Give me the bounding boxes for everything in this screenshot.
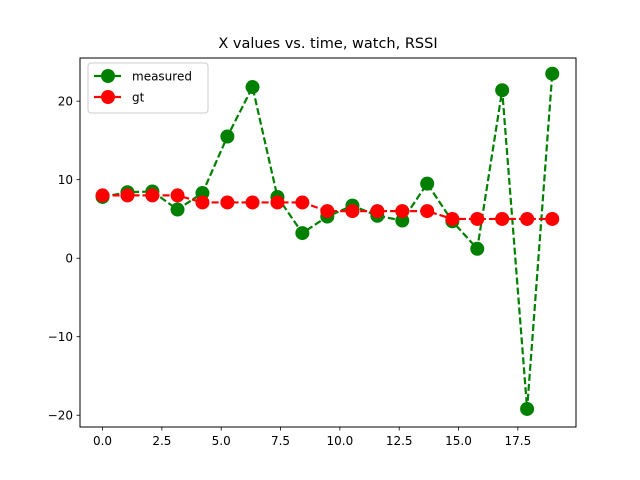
data-point-gt bbox=[545, 211, 560, 226]
y-tick-label: 0 bbox=[65, 252, 73, 266]
data-point-measured bbox=[545, 66, 560, 81]
y-tick-label: −10 bbox=[48, 330, 73, 344]
data-point-gt bbox=[420, 204, 435, 219]
data-point-measured bbox=[520, 401, 535, 416]
series-layer bbox=[95, 66, 560, 416]
data-point-measured bbox=[220, 129, 235, 144]
x-tick-label: 2.5 bbox=[152, 434, 171, 448]
data-point-gt bbox=[195, 195, 210, 210]
legend-marker-measured bbox=[101, 69, 115, 83]
data-point-gt bbox=[495, 211, 510, 226]
data-point-gt bbox=[245, 195, 260, 210]
legend-label-gt: gt bbox=[132, 91, 145, 105]
chart-title: X values vs. time, watch, RSSI bbox=[218, 36, 437, 52]
x-tick-label: 15.0 bbox=[445, 434, 472, 448]
legend: measured gt bbox=[87, 62, 209, 114]
data-point-gt bbox=[145, 188, 160, 203]
data-point-gt bbox=[220, 195, 235, 210]
y-tick-label: 10 bbox=[58, 173, 73, 187]
x-tick-label: 0.0 bbox=[93, 434, 112, 448]
data-point-gt bbox=[470, 211, 485, 226]
axis-ticks: 0.0 2.5 5.0 7.5 10.0 12.5 15.0 17.5 −20 −10 0 10 20 bbox=[48, 95, 532, 448]
plot-frame bbox=[79, 57, 577, 428]
y-tick-label: −20 bbox=[48, 409, 73, 423]
x-tick-label: 17.5 bbox=[504, 434, 531, 448]
y-tick-label: 20 bbox=[58, 95, 73, 109]
data-point-measured bbox=[245, 80, 260, 95]
data-point-gt bbox=[445, 211, 460, 226]
x-tick-label: 12.5 bbox=[386, 434, 413, 448]
data-point-gt bbox=[320, 204, 335, 219]
data-point-gt bbox=[520, 211, 535, 226]
data-point-gt bbox=[395, 204, 410, 219]
data-point-measured bbox=[420, 176, 435, 191]
data-point-measured bbox=[470, 241, 485, 256]
legend-label-measured: measured bbox=[132, 70, 192, 84]
data-point-measured bbox=[495, 83, 510, 98]
legend-marker-gt bbox=[101, 90, 115, 104]
x-tick-label: 10.0 bbox=[327, 434, 354, 448]
x-tick-label: 5.0 bbox=[212, 434, 231, 448]
data-point-gt bbox=[95, 188, 110, 203]
data-point-gt bbox=[370, 204, 385, 219]
data-point-gt bbox=[120, 188, 135, 203]
x-tick-label: 7.5 bbox=[271, 434, 290, 448]
data-point-gt bbox=[170, 188, 185, 203]
data-point-gt bbox=[295, 195, 310, 210]
data-point-gt bbox=[345, 204, 360, 219]
data-point-measured bbox=[295, 226, 310, 241]
data-point-gt bbox=[270, 195, 285, 210]
data-point-measured bbox=[170, 202, 185, 217]
